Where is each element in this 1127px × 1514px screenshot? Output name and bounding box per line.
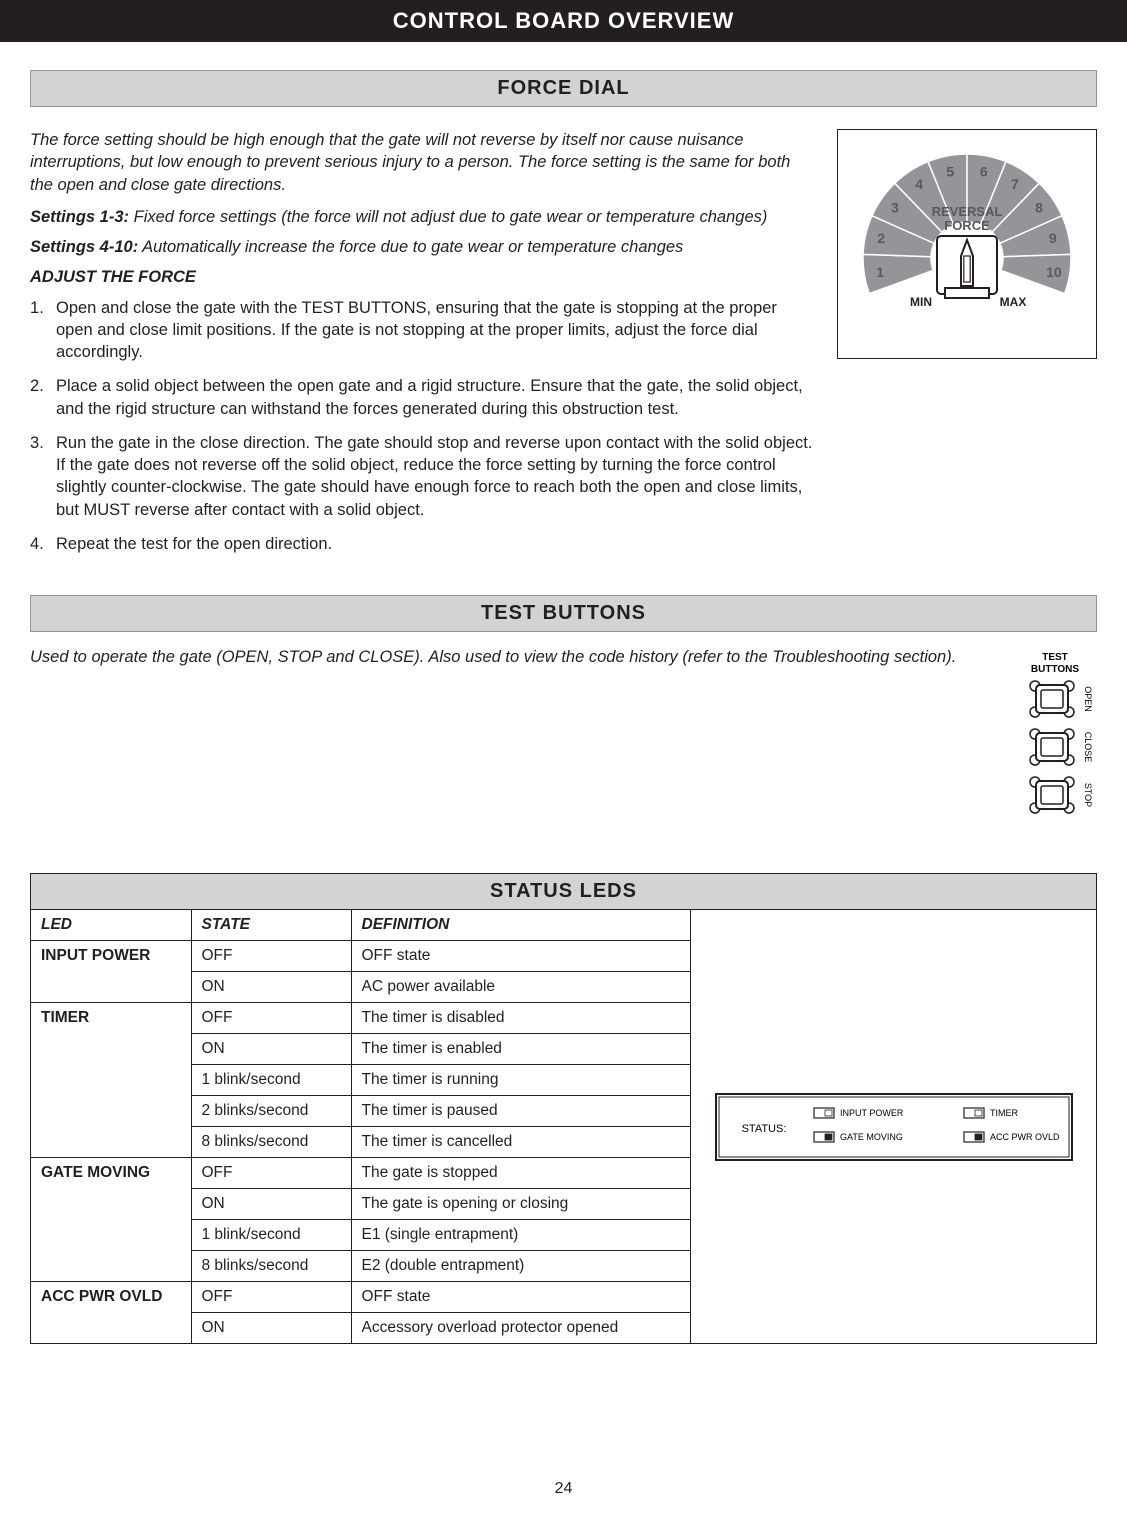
svg-text:ACC PWR OVLD: ACC PWR OVLD xyxy=(990,1132,1060,1142)
definition-cell: The timer is disabled xyxy=(351,1003,691,1034)
definition-cell: Accessory overload protector opened xyxy=(351,1313,691,1344)
section-bar-force: FORCE DIAL xyxy=(30,70,1097,107)
page-header: CONTROL BOARD OVERVIEW xyxy=(0,0,1127,42)
svg-text:9: 9 xyxy=(1049,230,1057,246)
section-bar-test: TEST BUTTONS xyxy=(30,595,1097,632)
force-steps-list: Open and close the gate with the TEST BU… xyxy=(30,297,817,556)
definition-cell: The timer is running xyxy=(351,1065,691,1096)
dial-min-label: MIN xyxy=(910,295,932,309)
definition-cell: AC power available xyxy=(351,972,691,1003)
svg-text:STATUS:: STATUS: xyxy=(741,1123,786,1135)
definition-cell: The gate is stopped xyxy=(351,1158,691,1189)
state-cell: OFF xyxy=(191,1282,351,1313)
svg-text:CLOSE: CLOSE xyxy=(1083,732,1093,763)
table-row: GATE MOVINGOFFThe gate is stopped xyxy=(31,1158,691,1189)
svg-text:3: 3 xyxy=(891,200,899,216)
status-header-def: DEFINITION xyxy=(351,910,691,941)
state-cell: ON xyxy=(191,1034,351,1065)
dial-max-label: MAX xyxy=(1000,295,1027,309)
table-row: ACC PWR OVLDOFFOFF state xyxy=(31,1282,691,1313)
svg-text:1: 1 xyxy=(876,264,884,280)
state-cell: ON xyxy=(191,972,351,1003)
definition-cell: The gate is opening or closing xyxy=(351,1189,691,1220)
svg-text:GATE MOVING: GATE MOVING xyxy=(840,1132,903,1142)
state-cell: ON xyxy=(191,1313,351,1344)
state-cell: 2 blinks/second xyxy=(191,1096,351,1127)
led-name-cell: ACC PWR OVLD xyxy=(31,1282,191,1344)
page-number: 24 xyxy=(0,1480,1127,1498)
force-adjust-heading: ADJUST THE FORCE xyxy=(30,266,817,288)
led-name-cell: INPUT POWER xyxy=(31,941,191,1003)
svg-text:BUTTONS: BUTTONS xyxy=(1031,664,1079,675)
state-cell: ON xyxy=(191,1189,351,1220)
svg-text:6: 6 xyxy=(980,164,988,180)
definition-cell: E2 (double entrapment) xyxy=(351,1251,691,1282)
definition-cell: OFF state xyxy=(351,1282,691,1313)
status-figure: STATUS: INPUT POWER TIMER GATE MOVING ACC P… xyxy=(691,910,1096,1343)
test-buttons-figure: TEST BUTTONS OPEN CLOSE STOP xyxy=(1027,648,1097,833)
state-cell: 8 blinks/second xyxy=(191,1251,351,1282)
force-intro: The force setting should be high enough … xyxy=(30,129,817,196)
force-settings-1: Settings 1-3: Fixed force settings (the … xyxy=(30,206,817,228)
dial-label-1: REVERSAL xyxy=(932,204,1003,219)
status-header-state: STATE xyxy=(191,910,351,941)
svg-text:4: 4 xyxy=(915,176,923,192)
svg-text:TEST: TEST xyxy=(1042,652,1068,663)
definition-cell: The timer is enabled xyxy=(351,1034,691,1065)
svg-text:2: 2 xyxy=(877,230,885,246)
section-bar-status: STATUS LEDS xyxy=(30,873,1097,910)
force-step: Repeat the test for the open direction. xyxy=(30,533,817,555)
definition-cell: The timer is cancelled xyxy=(351,1127,691,1158)
dial-label-2: FORCE xyxy=(944,218,990,233)
force-step: Open and close the gate with the TEST BU… xyxy=(30,297,817,364)
status-leds-section: STATUS LEDS LED STATE DEFINITION INPUT P… xyxy=(30,873,1097,1344)
svg-text:OPEN: OPEN xyxy=(1083,686,1093,712)
status-header-led: LED xyxy=(31,910,191,941)
test-buttons-text: Used to operate the gate (OPEN, STOP and… xyxy=(30,648,1007,667)
svg-text:STOP: STOP xyxy=(1083,783,1093,807)
definition-cell: E1 (single entrapment) xyxy=(351,1220,691,1251)
svg-text:10: 10 xyxy=(1046,264,1062,280)
definition-cell: The timer is paused xyxy=(351,1096,691,1127)
svg-text:TIMER: TIMER xyxy=(990,1108,1018,1118)
table-row: INPUT POWEROFFOFF state xyxy=(31,941,691,972)
definition-cell: OFF state xyxy=(351,941,691,972)
state-cell: OFF xyxy=(191,1158,351,1189)
svg-text:5: 5 xyxy=(946,164,954,180)
state-cell: 1 blink/second xyxy=(191,1065,351,1096)
state-cell: OFF xyxy=(191,1003,351,1034)
led-name-cell: GATE MOVING xyxy=(31,1158,191,1282)
led-name-cell: TIMER xyxy=(31,1003,191,1158)
svg-text:8: 8 xyxy=(1035,200,1043,216)
state-cell: OFF xyxy=(191,941,351,972)
svg-text:INPUT POWER: INPUT POWER xyxy=(840,1108,904,1118)
force-settings-2: Settings 4-10: Automatically increase th… xyxy=(30,236,817,258)
state-cell: 1 blink/second xyxy=(191,1220,351,1251)
force-step: Run the gate in the close direction. The… xyxy=(30,432,817,521)
force-dial-figure: 1 234 5 6 789 10 REVERSAL FORCE MIN MAX xyxy=(837,129,1097,359)
state-cell: 8 blinks/second xyxy=(191,1127,351,1158)
force-text-block: The force setting should be high enough … xyxy=(30,129,817,567)
table-row: TIMEROFFThe timer is disabled xyxy=(31,1003,691,1034)
force-step: Place a solid object between the open ga… xyxy=(30,375,817,420)
status-leds-table: LED STATE DEFINITION INPUT POWEROFFOFF s… xyxy=(31,910,691,1343)
svg-text:7: 7 xyxy=(1011,176,1019,192)
